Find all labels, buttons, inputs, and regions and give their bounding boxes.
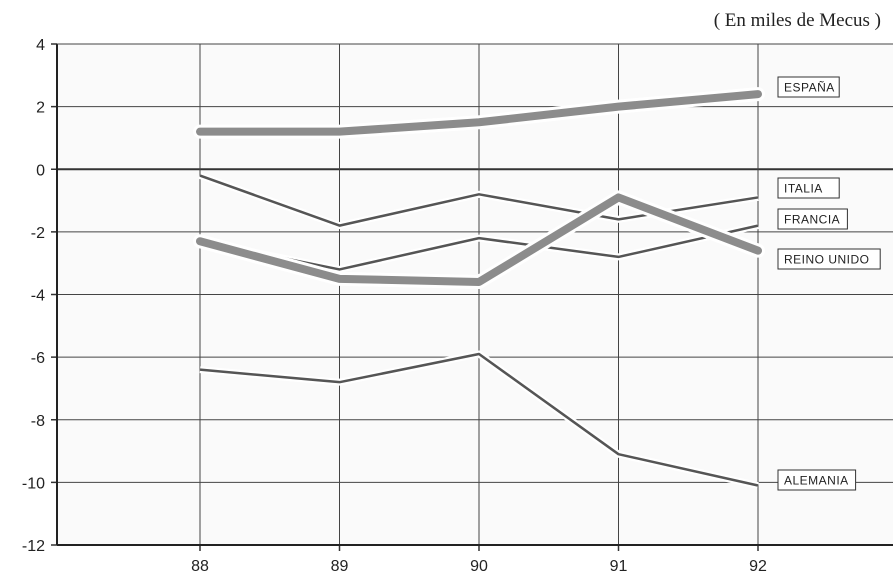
y-tick-label: -4 (31, 288, 45, 305)
series-label-francia: FRANCIA (784, 213, 840, 227)
x-tick-label: 90 (470, 558, 488, 575)
series-label-box-francia (777, 208, 848, 230)
series-label-box-alemania (777, 469, 857, 491)
y-tick-label: -8 (31, 413, 45, 430)
y-tick-label: -12 (22, 538, 45, 555)
series-label-reino-unido: REINO UNIDO (784, 253, 870, 267)
y-tick-label: -10 (22, 475, 45, 492)
x-tick-label: 89 (331, 558, 349, 575)
series-label-box-reino-unido (777, 248, 881, 270)
y-tick-label: 0 (36, 162, 45, 179)
series-line-alemania (199, 352, 759, 487)
x-tick-label: 91 (610, 558, 628, 575)
series-line-reino-unido (196, 193, 762, 286)
series-label-españa: ESPAÑA (784, 81, 835, 95)
units-note: ( En miles de Mecus ) (713, 10, 881, 31)
series-label-box-españa (777, 76, 840, 98)
series-label-alemania: ALEMANIA (784, 474, 849, 488)
y-tick-label: 2 (36, 100, 45, 117)
series-line-españa (196, 90, 762, 136)
x-tick-label: 88 (191, 558, 209, 575)
series-label-italia: ITALIA (784, 182, 823, 196)
y-tick-label: 4 (36, 37, 45, 54)
x-tick-label: 92 (749, 558, 767, 575)
y-tick-label: -2 (31, 225, 45, 242)
y-tick-label: -6 (31, 350, 45, 367)
series-label-box-italia (777, 177, 840, 199)
